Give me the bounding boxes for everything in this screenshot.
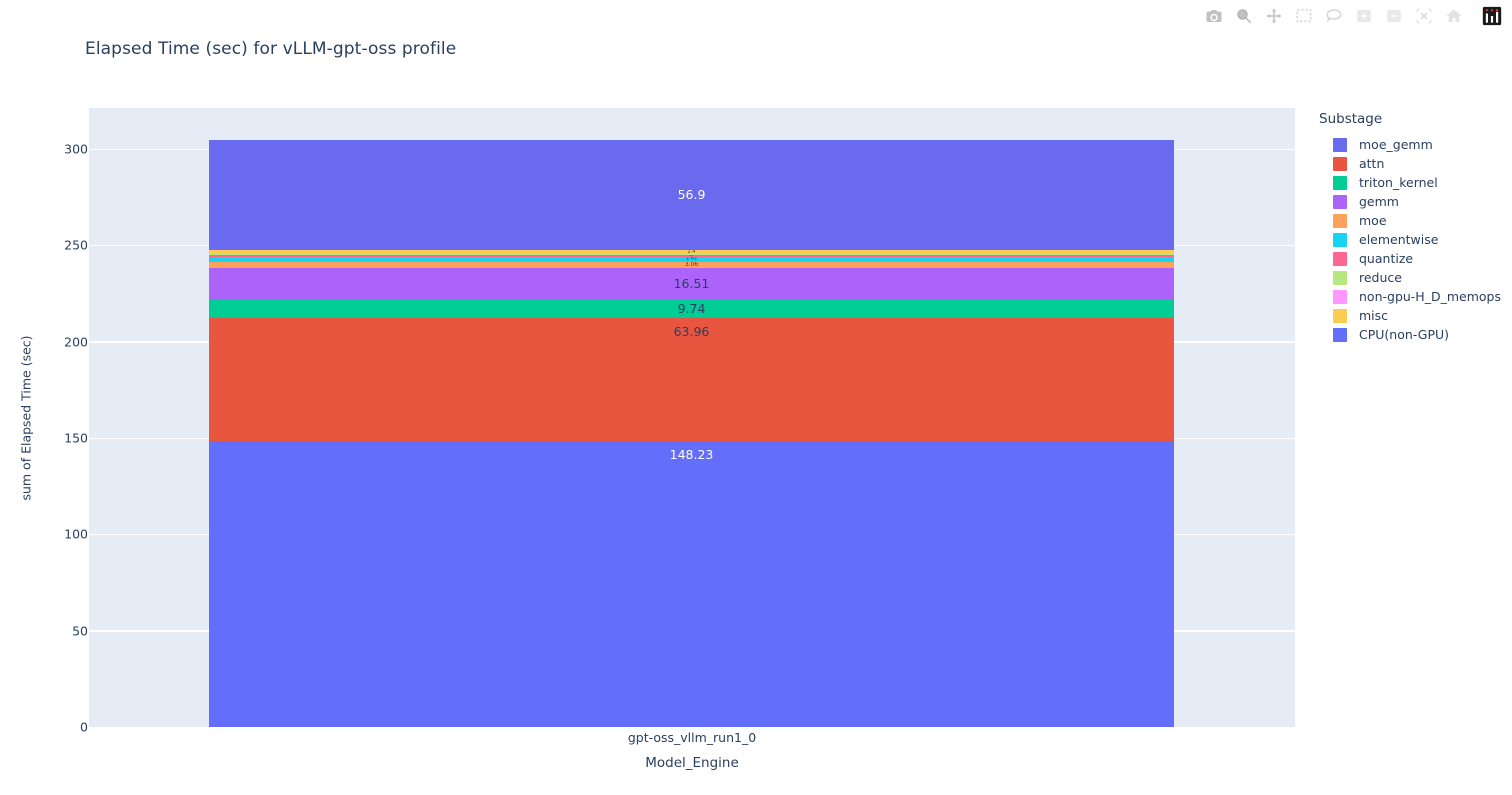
legend-swatch-moe	[1333, 213, 1347, 228]
legend-item-quantize[interactable]: quantize	[1333, 249, 1509, 268]
bar-label-moe_gemm: 56.9	[677, 186, 706, 202]
zoom-out-icon[interactable]	[1384, 6, 1404, 26]
legend-swatch-reduce	[1333, 270, 1347, 285]
legend-item-elementwise[interactable]: elementwise	[1333, 230, 1509, 249]
legend-label-quantize: quantize	[1359, 251, 1414, 266]
bar-label-elementwise: 2.62	[685, 256, 698, 262]
legend-label-gemm: gemm	[1359, 194, 1399, 209]
legend-swatch-misc	[1333, 308, 1347, 323]
legend-swatch-CPU-non-GPU	[1333, 327, 1347, 342]
legend-label-reduce: reduce	[1359, 270, 1402, 285]
xtick-label-gpt-oss_vllm_run1_0: gpt-oss_vllm_run1_0	[627, 730, 757, 745]
ytick-200: 200	[18, 334, 88, 349]
legend-swatch-non-gpu-H_D_memops	[1333, 289, 1347, 304]
legend-item-non-gpu-H_D_memops[interactable]: non-gpu-H_D_memops	[1333, 287, 1509, 306]
ytick-50: 50	[18, 623, 88, 638]
legend-swatch-attn	[1333, 156, 1347, 171]
gridline-0	[89, 726, 1295, 729]
ytick-label-200: 200	[64, 334, 88, 350]
bar-segment-moe[interactable]: 3.06	[209, 261, 1174, 268]
ytick-150: 150	[18, 431, 88, 446]
bar-label-CPU-non-GPU: 148.23	[669, 447, 714, 463]
ytick-label-50: 50	[72, 623, 88, 639]
plotly-logo-icon[interactable]	[1482, 6, 1502, 26]
legend-item-attn[interactable]: attn	[1333, 154, 1509, 173]
stacked-bar-gpt-oss_vllm_run1_0[interactable]: 56.9 2.4 0.3 0.38 0.62 2.62 3.06 16.51 9…	[209, 139, 1174, 727]
bar-segment-triton_kernel[interactable]: 9.74	[209, 299, 1174, 319]
legend-label-moe: moe	[1359, 213, 1387, 228]
legend-item-misc[interactable]: misc	[1333, 306, 1509, 325]
ytick-100: 100	[18, 527, 88, 542]
box-select-icon[interactable]	[1294, 6, 1314, 26]
legend-item-moe_gemm[interactable]: moe_gemm	[1333, 135, 1509, 154]
x-axis-title: Model_Engine	[645, 755, 739, 771]
bar-label-quantize: 0.62	[209, 255, 1174, 256]
bar-segment-elementwise[interactable]: 2.62	[209, 256, 1174, 262]
legend-item-reduce[interactable]: reduce	[1333, 268, 1509, 287]
bar-label-moe: 3.06	[684, 261, 699, 268]
ytick-300: 300	[18, 142, 88, 157]
autoscale-icon[interactable]	[1414, 6, 1434, 26]
bar-label-gemm: 16.51	[673, 275, 710, 291]
bar-label-misc: 2.4	[687, 249, 696, 255]
lasso-select-icon[interactable]	[1324, 6, 1344, 26]
y-axis-title: sum of Elapsed Time (sec)	[18, 335, 34, 501]
legend-title: Substage	[1319, 111, 1383, 127]
ytick-label-300: 300	[64, 141, 88, 157]
bar-segment-non-gpu-H_D_memops[interactable]: 0.38	[209, 254, 1174, 256]
plot-area[interactable]: 56.9 2.4 0.3 0.38 0.62 2.62 3.06 16.51 9…	[89, 108, 1295, 729]
ytick-label-100: 100	[64, 526, 88, 542]
plotly-modebar[interactable]	[1204, 6, 1502, 26]
bar-label-reduce: 0.3	[209, 254, 1174, 255]
bar-segment-CPU-non-GPU[interactable]: 148.23	[209, 441, 1174, 727]
legend-item-moe[interactable]: moe	[1333, 211, 1509, 230]
bar-label-non-gpu-H_D_memops: 0.38	[209, 255, 1174, 256]
legend-label-misc: misc	[1359, 308, 1389, 323]
ytick-250: 250	[18, 238, 88, 253]
zoom-icon[interactable]	[1234, 6, 1254, 26]
legend-swatch-quantize	[1333, 251, 1347, 266]
legend-label-attn: attn	[1359, 156, 1385, 171]
legend-label-elementwise: elementwise	[1359, 232, 1439, 247]
legend-label-non-gpu-H_D_memops: non-gpu-H_D_memops	[1359, 289, 1501, 304]
camera-icon[interactable]	[1204, 6, 1224, 26]
legend-item-triton_kernel[interactable]: triton_kernel	[1333, 173, 1509, 192]
legend-swatch-gemm	[1333, 194, 1347, 209]
ytick-label-250: 250	[64, 237, 88, 253]
pan-icon[interactable]	[1264, 6, 1284, 26]
bar-segment-gemm[interactable]: 16.51	[209, 267, 1174, 300]
page-title: Elapsed Time (sec) for vLLM-gpt-oss prof…	[85, 39, 457, 59]
bar-label-attn: 63.96	[673, 324, 710, 340]
home-reset-axes-icon[interactable]	[1444, 6, 1464, 26]
ytick-label-150: 150	[64, 430, 88, 446]
legend-swatch-triton_kernel	[1333, 175, 1347, 190]
bar-segment-attn[interactable]: 63.96	[209, 318, 1174, 442]
bar-segment-quantize[interactable]: 0.62	[209, 255, 1174, 257]
legend-swatch-elementwise	[1333, 232, 1347, 247]
bar-segment-misc[interactable]: 2.4	[209, 249, 1174, 255]
bar-label-triton_kernel: 9.74	[677, 300, 706, 316]
legend[interactable]: Substage moe_gemm attn triton_kernel gem…	[1319, 111, 1509, 344]
bar-segment-moe_gemm[interactable]: 56.9	[209, 139, 1174, 250]
zoom-in-icon[interactable]	[1354, 6, 1374, 26]
legend-label-moe_gemm: moe_gemm	[1359, 137, 1433, 152]
ytick-label-0: 0	[80, 719, 88, 735]
legend-label-CPU-non-GPU: CPU(non-GPU)	[1359, 327, 1450, 342]
legend-label-triton_kernel: triton_kernel	[1359, 175, 1438, 190]
legend-swatch-moe_gemm	[1333, 137, 1347, 152]
legend-item-gemm[interactable]: gemm	[1333, 192, 1509, 211]
bar-segment-reduce[interactable]: 0.3	[209, 254, 1174, 255]
legend-item-CPU-non-GPU[interactable]: CPU(non-GPU)	[1333, 325, 1509, 344]
ytick-0: 0	[18, 720, 88, 735]
